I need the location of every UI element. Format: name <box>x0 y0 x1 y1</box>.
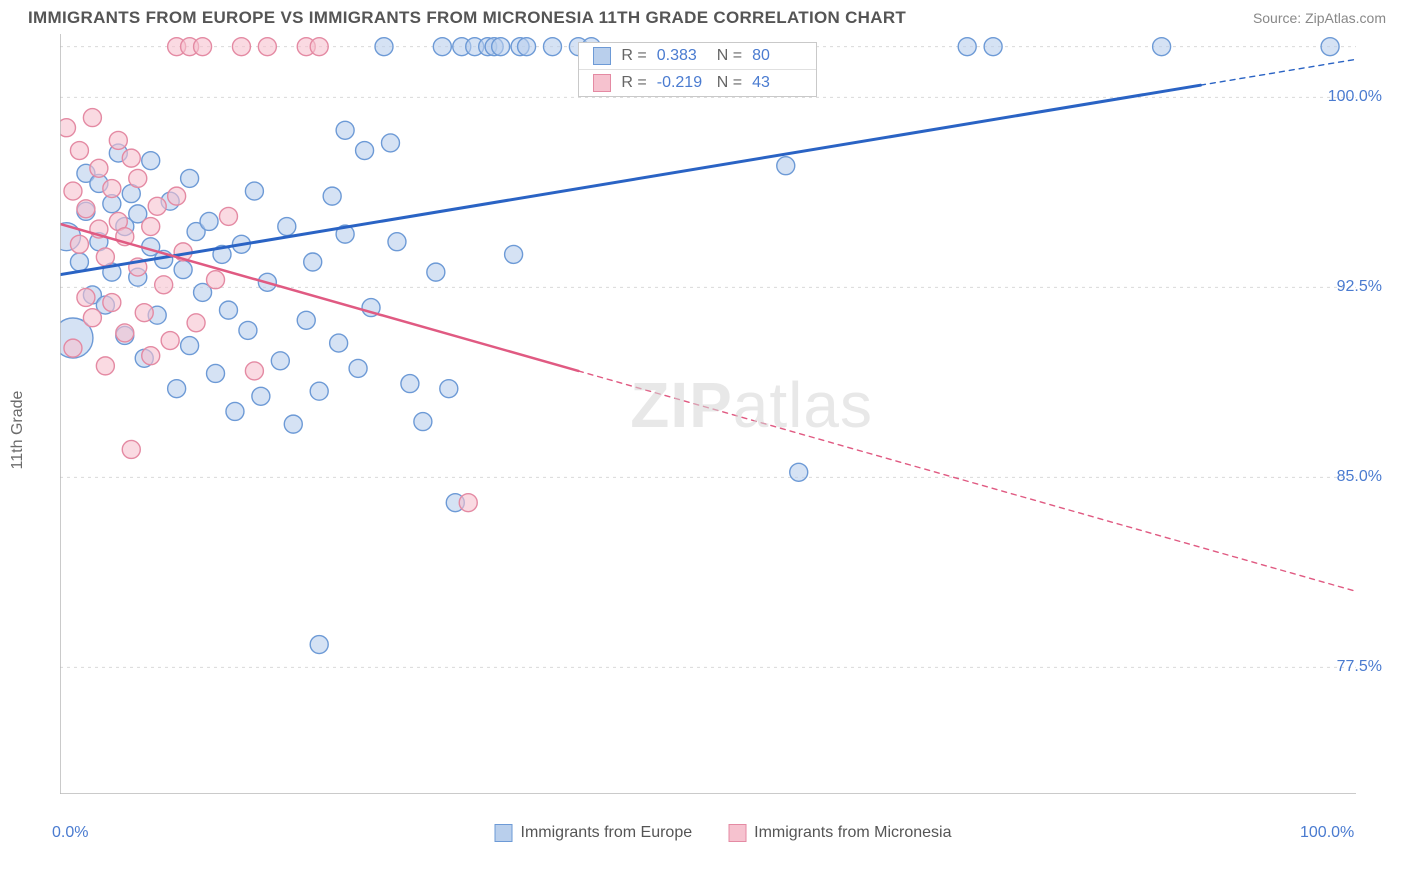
stat-label-n: N = <box>717 47 742 65</box>
y-axis-label: 11th Grade <box>9 391 27 470</box>
legend-bottom: Immigrants from Europe Immigrants from Mi… <box>495 824 952 842</box>
stat-value-r: 0.383 <box>657 47 707 65</box>
y-tick-label: 92.5% <box>1337 278 1386 296</box>
stat-value-r: -0.219 <box>657 74 707 92</box>
stat-value-n: 43 <box>752 74 802 92</box>
legend-swatch-icon <box>495 824 513 842</box>
y-tick-label: 85.0% <box>1337 468 1386 486</box>
stats-row: R = 0.383 N = 80 <box>579 43 816 69</box>
stats-swatch-icon <box>593 74 611 92</box>
stat-label-r: R = <box>621 74 646 92</box>
y-tick-label: 100.0% <box>1328 88 1386 106</box>
legend-label: Immigrants from Europe <box>521 824 693 842</box>
stat-label-n: N = <box>717 74 742 92</box>
stats-row: R = -0.219 N = 43 <box>579 69 816 96</box>
chart-svg <box>60 34 1356 794</box>
legend-item: Immigrants from Europe <box>495 824 693 842</box>
y-tick-label: 77.5% <box>1337 658 1386 676</box>
chart-title: IMMIGRANTS FROM EUROPE VS IMMIGRANTS FRO… <box>28 8 906 28</box>
legend-label: Immigrants from Micronesia <box>754 824 951 842</box>
x-tick-label: 0.0% <box>52 824 88 842</box>
legend-swatch-icon <box>728 824 746 842</box>
stat-value-n: 80 <box>752 47 802 65</box>
source-label: Source: ZipAtlas.com <box>1253 10 1386 26</box>
stats-swatch-icon <box>593 47 611 65</box>
stat-label-r: R = <box>621 47 646 65</box>
x-tick-label: 100.0% <box>1300 824 1354 842</box>
legend-item: Immigrants from Micronesia <box>728 824 951 842</box>
stats-box: R = 0.383 N = 80 R = -0.219 N = 43 <box>578 42 817 97</box>
scatter-chart: 77.5%85.0%92.5%100.0% 0.0%100.0% R =0.38… <box>60 34 1386 794</box>
